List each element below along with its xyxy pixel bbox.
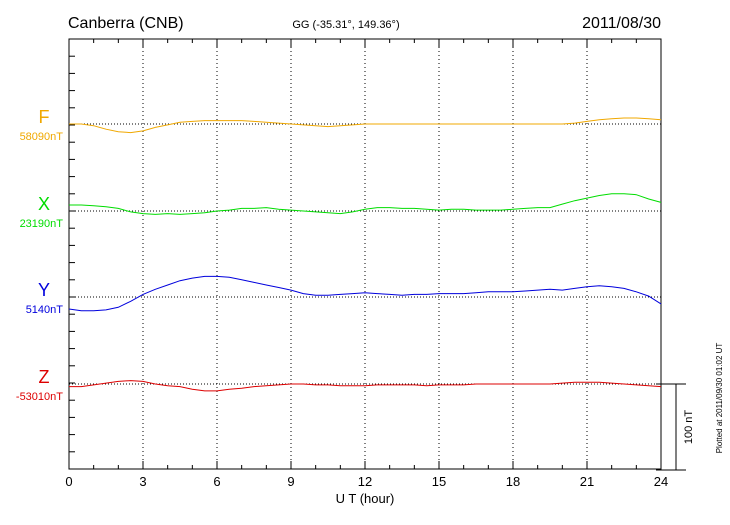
x-tick-label: 0 bbox=[65, 474, 72, 489]
series-line-y bbox=[68, 275, 662, 312]
plotted-note: Plotted at 2011/09/30 01:02 UT bbox=[715, 343, 724, 454]
series-line-x bbox=[69, 193, 662, 215]
x-tick-label: 21 bbox=[580, 474, 594, 489]
series-name-z: Z bbox=[39, 367, 50, 387]
series-line-z bbox=[69, 380, 662, 392]
x-tick-label: 18 bbox=[506, 474, 520, 489]
x-tick-label: 15 bbox=[432, 474, 446, 489]
series-baseline-x: 23190nT bbox=[20, 218, 64, 230]
station-title: Canberra (CNB) bbox=[68, 15, 184, 32]
x-tick-label: 12 bbox=[358, 474, 372, 489]
series-baseline-y: 5140nT bbox=[26, 304, 64, 316]
x-tick-label: 6 bbox=[213, 474, 220, 489]
station-coordinates: GG (-35.31°, 149.36°) bbox=[292, 19, 399, 31]
x-tick-label: 24 bbox=[654, 474, 668, 489]
plot-area: 0 3 6 9 12 15 18 21 24 F 58090nT X 23190nT Y 5140nT Z -5… bbox=[16, 38, 695, 489]
series-baseline-z: -53010nT bbox=[16, 391, 63, 403]
series-name-x: X bbox=[38, 194, 50, 214]
series-name-y: Y bbox=[38, 280, 50, 300]
x-tick-label: 3 bbox=[139, 474, 146, 489]
chart-date: 2011/08/30 bbox=[582, 15, 661, 32]
x-axis-label: U T (hour) bbox=[336, 491, 395, 506]
scale-bar-label: 100 nT bbox=[683, 410, 695, 445]
series-name-f: F bbox=[39, 107, 50, 127]
series-line-f bbox=[69, 117, 662, 134]
x-tick-label: 9 bbox=[287, 474, 294, 489]
series-baseline-f: 58090nT bbox=[20, 131, 64, 143]
